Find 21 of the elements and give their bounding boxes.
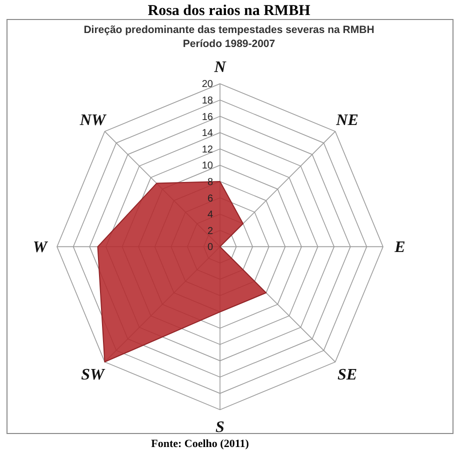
spoke-label: N <box>213 59 228 76</box>
y-tick-label: 6 <box>207 193 214 204</box>
spoke-label: SW <box>81 366 106 384</box>
spoke-label: SE <box>337 366 358 384</box>
y-tick-label: 20 <box>202 79 214 90</box>
source-note: Fonte: Coelho (2011) <box>151 438 250 450</box>
y-tick-label: 10 <box>202 160 214 172</box>
y-tick-label: 2 <box>207 226 214 237</box>
y-tick-label: 12 <box>202 144 214 156</box>
spoke-label: S <box>216 419 225 436</box>
spoke-label: W <box>32 239 49 256</box>
chart-subtitle: Direção predominante das tempestades severas na RMBH Período 1989-2007 <box>84 24 374 50</box>
spoke-label: E <box>394 239 406 256</box>
y-tick-label: 0 <box>207 242 214 254</box>
spoke-label: NW <box>78 112 108 129</box>
y-tick-label: 4 <box>207 210 214 221</box>
y-tick-label: 16 <box>202 112 214 123</box>
y-tick-label: 18 <box>202 96 214 106</box>
y-tick-label: 14 <box>202 128 214 140</box>
spoke-label: NE <box>335 112 358 129</box>
chart-title: Rosa dos raios na RMBH <box>148 3 311 19</box>
